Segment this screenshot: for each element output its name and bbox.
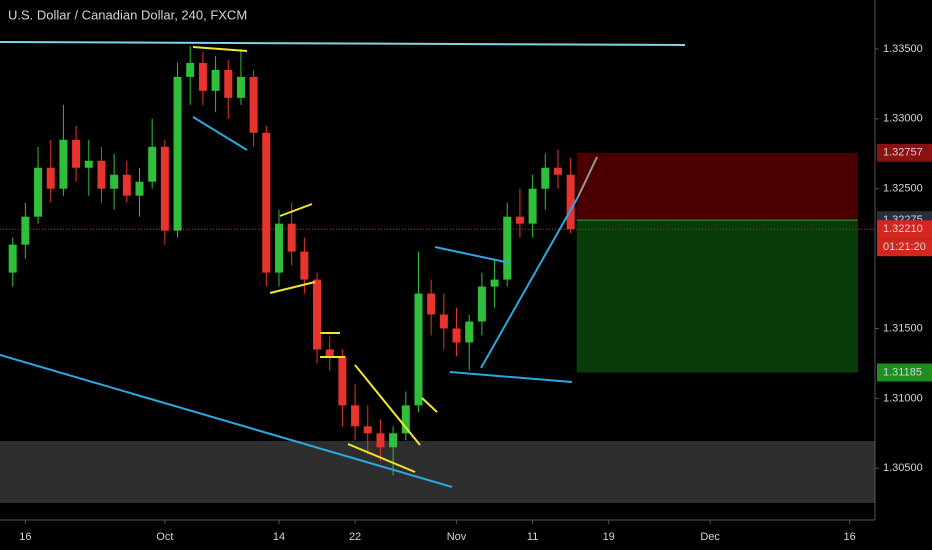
position-tool xyxy=(0,152,875,373)
trendline xyxy=(577,156,598,198)
trendline xyxy=(434,246,511,264)
y-tick-label: 1.32500 xyxy=(883,183,923,195)
trendline xyxy=(192,116,248,151)
candle-body xyxy=(21,216,30,245)
candles xyxy=(8,46,575,476)
candle-body xyxy=(84,160,93,168)
candle-body xyxy=(376,433,385,448)
y-tick-label: 1.31000 xyxy=(883,392,923,404)
candle-body xyxy=(427,293,436,315)
y-tick-label: 1.30500 xyxy=(883,462,923,474)
candle-body xyxy=(439,314,448,329)
candle-body xyxy=(465,321,474,343)
candle-body xyxy=(566,174,575,230)
trendline xyxy=(0,354,453,488)
target-zone xyxy=(576,220,858,373)
axes: 1.30500 1.31000 1.31500 1.32500 1.33000 1.335… xyxy=(19,43,932,543)
candle-body xyxy=(553,167,562,175)
price-label-bg xyxy=(877,363,932,382)
candle-body xyxy=(211,69,220,91)
candle-body xyxy=(541,167,550,189)
x-tick-label: Oct xyxy=(156,531,173,543)
candle-body xyxy=(135,181,144,196)
y-tick-label: 1.31500 xyxy=(883,322,923,334)
trendline xyxy=(421,397,438,413)
candle-body xyxy=(110,174,119,189)
x-tick-label: 19 xyxy=(603,531,615,543)
candle-body xyxy=(363,426,372,434)
drawings xyxy=(0,41,686,488)
trendline xyxy=(449,371,573,383)
candle-body xyxy=(34,167,43,217)
candle-body xyxy=(452,328,461,343)
candle-body xyxy=(249,76,258,133)
candle-body xyxy=(477,286,486,322)
trendline xyxy=(192,46,248,52)
trendline xyxy=(354,364,421,446)
candle-body xyxy=(389,433,398,448)
stop-zone xyxy=(576,152,858,221)
candle-body xyxy=(515,216,524,224)
candle-body xyxy=(287,223,296,252)
price-label: 1.32210 xyxy=(883,223,923,235)
candle-body xyxy=(313,279,322,350)
price-label: 1.31185 xyxy=(883,366,922,378)
trendline xyxy=(279,203,313,217)
candle-body xyxy=(8,244,17,273)
countdown: 01:21:20 xyxy=(883,241,926,253)
candle-body xyxy=(224,69,233,98)
candle-body xyxy=(173,76,182,231)
candle-body xyxy=(198,62,207,91)
candle-body xyxy=(262,132,271,273)
countdown-bg xyxy=(877,238,932,257)
x-tick-label: Dec xyxy=(700,531,720,543)
candle-body xyxy=(59,139,68,189)
price-label-bg xyxy=(877,143,932,162)
candle-body xyxy=(236,76,245,98)
candle-body xyxy=(528,188,537,224)
candle-body xyxy=(338,356,347,406)
candle-body xyxy=(401,405,410,434)
x-tick-label: Nov xyxy=(447,531,467,543)
candle-body xyxy=(351,405,360,427)
candle-body xyxy=(72,139,81,168)
price-label: 1.32757 xyxy=(883,147,923,159)
candle-body xyxy=(122,174,131,196)
candle-body xyxy=(300,251,309,280)
x-tick-label: 11 xyxy=(527,531,538,543)
candle-body xyxy=(148,146,157,182)
trendline xyxy=(347,443,416,473)
candle-body xyxy=(160,146,169,231)
candle-body xyxy=(186,62,195,77)
candle-body xyxy=(325,349,334,357)
chart-title: U.S. Dollar / Canadian Dollar, 240, FXCM xyxy=(8,7,247,22)
candle-body xyxy=(414,293,423,406)
y-tick-label: 1.33000 xyxy=(883,113,923,125)
trendline xyxy=(0,41,686,46)
support-zone xyxy=(0,441,875,503)
y-tick-label: 1.33500 xyxy=(883,43,923,55)
candle-body xyxy=(490,279,499,287)
price-label-bg xyxy=(877,220,932,239)
candle-body xyxy=(97,160,106,189)
x-tick-label: 16 xyxy=(844,531,856,543)
x-tick-label: 22 xyxy=(349,531,361,543)
x-tick-label: 14 xyxy=(273,531,285,543)
candle-body xyxy=(46,167,55,189)
trendline xyxy=(480,196,579,369)
candle-body xyxy=(274,223,283,273)
trendline xyxy=(269,281,316,294)
candle-body xyxy=(503,216,512,280)
x-tick-label: 16 xyxy=(19,531,31,543)
